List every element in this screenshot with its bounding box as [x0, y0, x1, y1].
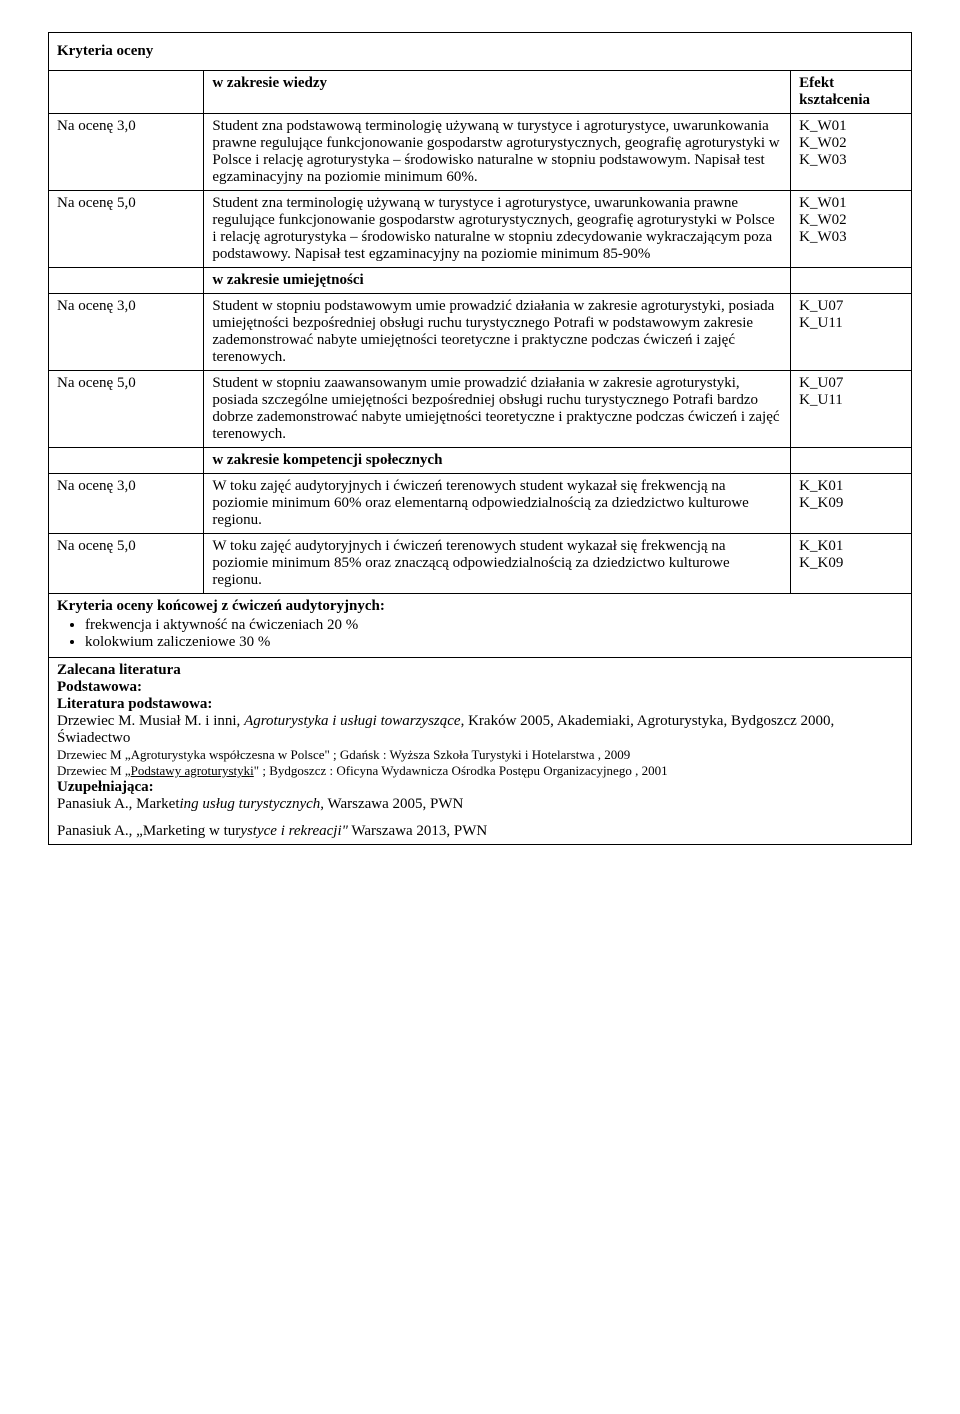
lit-title-italic: ystyce i rekreacji": [240, 823, 348, 839]
criteria-text: Student zna podstawową terminologię używ…: [204, 114, 791, 191]
criteria-text: W toku zajęć audytoryjnych i ćwiczeń ter…: [204, 534, 791, 594]
lit-text: Drzewiec M. Musiał M. i inni,: [57, 713, 244, 729]
final-criteria-row: Kryteria oceny końcowej z ćwiczeń audyto…: [49, 594, 912, 658]
social-heading: w zakresie kompetencji społecznych: [204, 448, 791, 474]
basic-lit-heading: Podstawowa:: [57, 679, 903, 696]
lit-entry: Drzewiec M „Podstawy agroturystyki" ; By…: [57, 763, 903, 779]
lit-text: Warszawa 2013, PWN: [348, 823, 487, 839]
list-item: kolokwium zaliczeniowe 30 %: [85, 634, 903, 651]
effect-codes: K_K01 K_K09: [791, 474, 912, 534]
final-criteria-heading: Kryteria oceny końcowej z ćwiczeń audyto…: [57, 598, 903, 615]
lit-text: Drzewiec M „: [57, 763, 131, 778]
lit-entry: Drzewiec M. Musiał M. i inni, Agroturyst…: [57, 713, 903, 747]
literature-row: Zalecana literatura Podstawowa: Literatu…: [49, 658, 912, 845]
effect-heading: Efekt kształcenia: [791, 71, 912, 114]
table-row: Na ocenę 5,0 W toku zajęć audytoryjnych …: [49, 534, 912, 594]
lit-entry: Drzewiec M „Agroturystyka współczesna w …: [57, 747, 903, 763]
title-cell: Kryteria oceny: [49, 33, 912, 71]
lit-text: , Warszawa 2005, PWN: [320, 796, 463, 812]
empty-sub-left: [49, 268, 204, 294]
grade-label: Na ocenę 3,0: [49, 294, 204, 371]
knowledge-header-row: w zakresie wiedzy Efekt kształcenia: [49, 71, 912, 114]
empty-head-left: [49, 71, 204, 114]
final-criteria-list: frekwencja i aktywność na ćwiczeniach 20…: [85, 617, 903, 651]
list-item: frekwencja i aktywność na ćwiczeniach 20…: [85, 617, 903, 634]
empty-sub-right: [791, 268, 912, 294]
empty-sub-left: [49, 448, 204, 474]
basic-lit-sub: Literatura podstawowa:: [57, 696, 903, 713]
social-header-row: w zakresie kompetencji społecznych: [49, 448, 912, 474]
lit-text: " ; Bydgoszcz : Oficyna Wydawnicza Ośrod…: [254, 763, 668, 778]
effect-codes: K_U07 K_U11: [791, 294, 912, 371]
grade-label: Na ocenę 3,0: [49, 114, 204, 191]
lit-entry: Panasiuk A., Marketing usług turystyczny…: [57, 796, 903, 813]
suppl-lit-heading: Uzupełniająca:: [57, 779, 903, 796]
literature-cell: Zalecana literatura Podstawowa: Literatu…: [49, 658, 912, 845]
lit-text: Panasiuk A., „Marketing w tur: [57, 823, 240, 839]
effect-codes: K_K01 K_K09: [791, 534, 912, 594]
final-criteria-cell: Kryteria oceny końcowej z ćwiczeń audyto…: [49, 594, 912, 658]
lit-title-italic: Agroturystyka i usługi towarzyszące: [244, 713, 461, 729]
grade-label: Na ocenę 5,0: [49, 371, 204, 448]
criteria-text: Student zna terminologię używaną w turys…: [204, 191, 791, 268]
criteria-text: Student w stopniu zaawansowanym umie pro…: [204, 371, 791, 448]
skills-header-row: w zakresie umiejętności: [49, 268, 912, 294]
grade-label: Na ocenę 5,0: [49, 191, 204, 268]
empty-sub-right: [791, 448, 912, 474]
criteria-text: Student w stopniu podstawowym umie prowa…: [204, 294, 791, 371]
effect-codes: K_W01 K_W02 K_W03: [791, 191, 912, 268]
grade-label: Na ocenę 3,0: [49, 474, 204, 534]
knowledge-heading: w zakresie wiedzy: [204, 71, 791, 114]
grade-label: Na ocenę 5,0: [49, 534, 204, 594]
effect-codes: K_U07 K_U11: [791, 371, 912, 448]
title-row: Kryteria oceny: [49, 33, 912, 71]
recommended-lit-heading: Zalecana literatura: [57, 662, 903, 679]
table-row: Na ocenę 5,0 Student w stopniu zaawansow…: [49, 371, 912, 448]
skills-heading: w zakresie umiejętności: [204, 268, 791, 294]
table-row: Na ocenę 5,0 Student zna terminologię uż…: [49, 191, 912, 268]
page: Kryteria oceny w zakresie wiedzy Efekt k…: [0, 0, 960, 1414]
effect-codes: K_W01 K_W02 K_W03: [791, 114, 912, 191]
table-row: Na ocenę 3,0 Student zna podstawową term…: [49, 114, 912, 191]
lit-title-italic: ing usług turystycznych: [179, 796, 320, 812]
table-row: Na ocenę 3,0 W toku zajęć audytoryjnych …: [49, 474, 912, 534]
lit-title-underline: Podstawy agroturystyki: [131, 763, 254, 778]
lit-entry: Panasiuk A., „Marketing w turystyce i re…: [57, 823, 903, 840]
criteria-text: W toku zajęć audytoryjnych i ćwiczeń ter…: [204, 474, 791, 534]
table-row: Na ocenę 3,0 Student w stopniu podstawow…: [49, 294, 912, 371]
lit-text: Panasiuk A., Market: [57, 796, 179, 812]
criteria-table: Kryteria oceny w zakresie wiedzy Efekt k…: [48, 32, 912, 845]
